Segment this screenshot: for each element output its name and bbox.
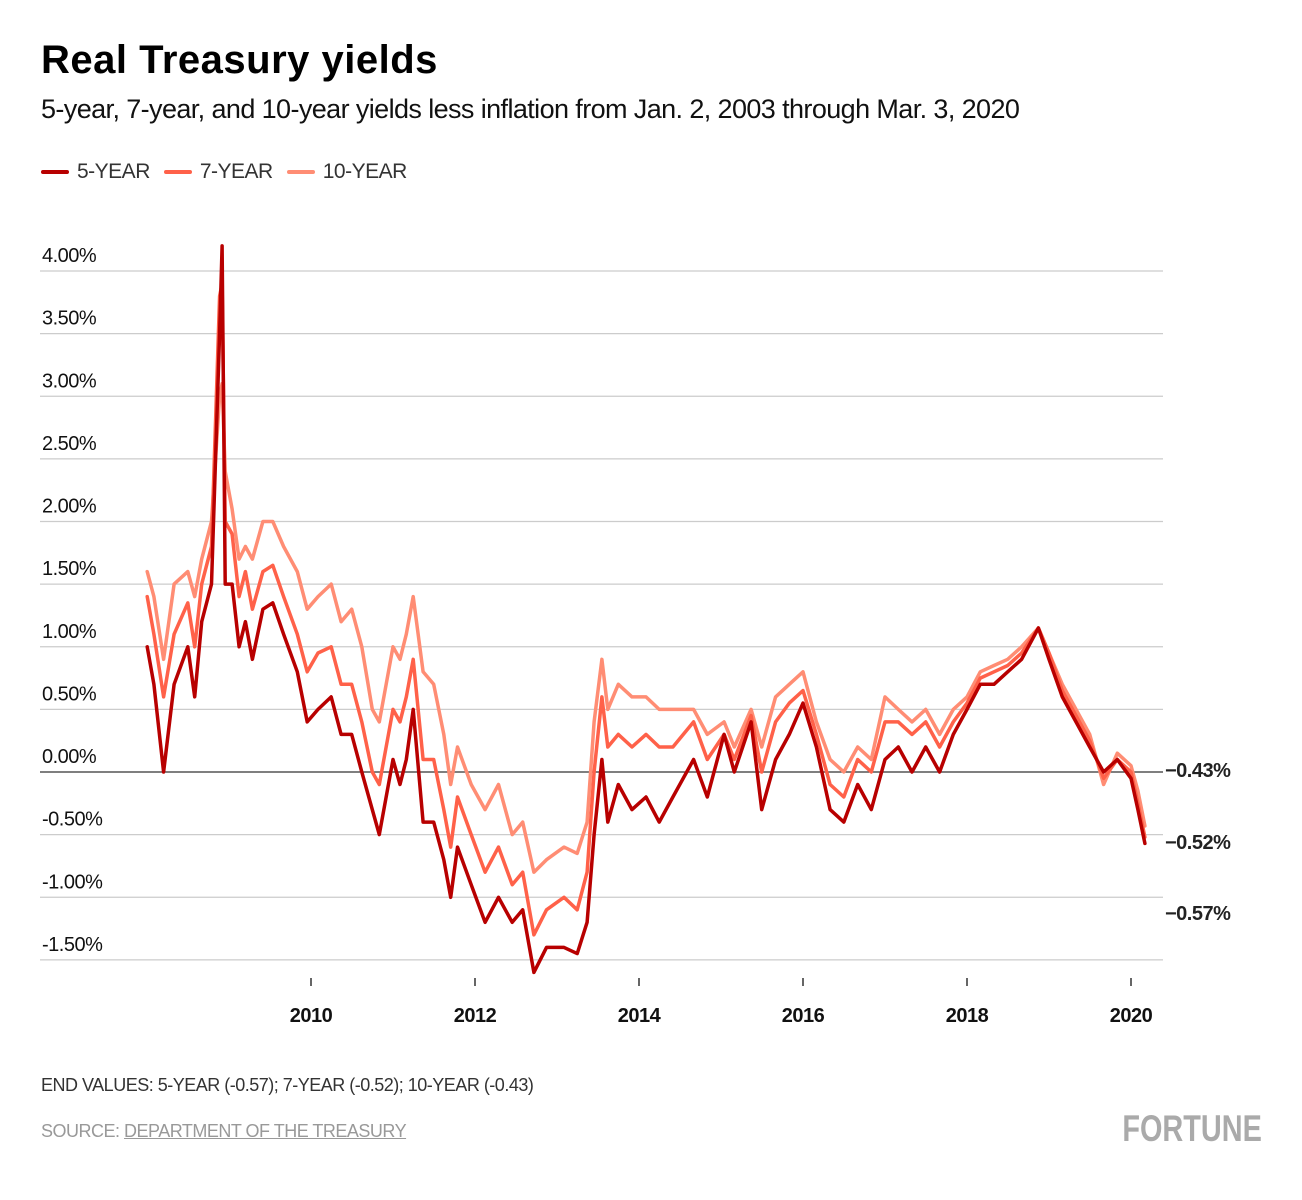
end-value-label: −0.43%	[1165, 760, 1231, 782]
x-axis: 2010 2012 2014 2016 2018 2020	[290, 978, 1153, 1027]
legend-item-7-year: 7-YEAR	[163, 160, 273, 184]
legend-swatch	[41, 170, 69, 174]
y-tick-label: 4.00%	[42, 245, 97, 267]
x-tick-label: 2010	[290, 1005, 333, 1027]
legend-label: 10-YEAR	[322, 160, 408, 183]
y-tick-label: 0.50%	[42, 683, 97, 705]
source-prefix: SOURCE:	[41, 1121, 125, 1141]
y-axis-labels: 4.00% 3.50% 3.00% 2.50% 2.00% 1.50% 1.00% 0.50%…	[42, 245, 104, 956]
x-tick-label: 2016	[782, 1005, 825, 1027]
y-tick-label: 2.50%	[42, 433, 97, 455]
legend-item-5-year: 5-YEAR	[41, 160, 150, 184]
series-line-7-year	[145, 281, 1147, 937]
end-value-label: −0.52%	[1165, 832, 1231, 854]
chart-title: Real Treasury yields	[41, 38, 438, 82]
legend-label: 5-YEAR	[77, 160, 150, 183]
gridlines	[40, 270, 1163, 961]
source-line: SOURCE: DEPARTMENT OF THE TREASURY	[41, 1121, 407, 1142]
legend-swatch	[286, 170, 315, 174]
legend: 5-YEAR 7-YEAR 10-YEAR	[41, 160, 407, 184]
y-tick-label: -1.00%	[42, 871, 103, 893]
series-lines	[145, 244, 1147, 975]
legend-item-10-year: 10-YEAR	[286, 160, 408, 184]
y-tick-label: -1.50%	[42, 934, 103, 956]
y-tick-label: 3.50%	[42, 308, 97, 330]
y-tick-label: -0.50%	[42, 809, 103, 831]
y-tick-label: 1.00%	[42, 621, 97, 643]
y-tick-label: 0.00%	[42, 746, 97, 768]
y-tick-label: 2.00%	[42, 496, 97, 518]
fortune-logo: FORTUNE	[1122, 1108, 1262, 1149]
y-tick-label: 1.50%	[42, 558, 97, 580]
legend-swatch	[163, 170, 192, 174]
end-value-labels: −0.43% −0.52% −0.57%	[1165, 760, 1232, 925]
x-tick-label: 2018	[946, 1005, 989, 1027]
legend-label: 7-YEAR	[199, 160, 273, 183]
chart-subtitle: 5-year, 7-year, and 10-year yields less …	[41, 94, 1020, 124]
y-tick-label: 3.00%	[42, 370, 97, 392]
x-tick-label: 2020	[1110, 1005, 1153, 1027]
series-line-5-year	[145, 244, 1147, 975]
end-values-note: END VALUES: 5-YEAR (-0.57); 7-YEAR (-0.5…	[41, 1075, 534, 1095]
series-line-10-year	[145, 381, 1147, 874]
x-tick-label: 2012	[454, 1005, 497, 1027]
x-tick-label: 2014	[618, 1005, 662, 1027]
end-value-label: −0.57%	[1165, 903, 1231, 925]
source-link[interactable]: DEPARTMENT OF THE TREASURY	[124, 1121, 407, 1141]
